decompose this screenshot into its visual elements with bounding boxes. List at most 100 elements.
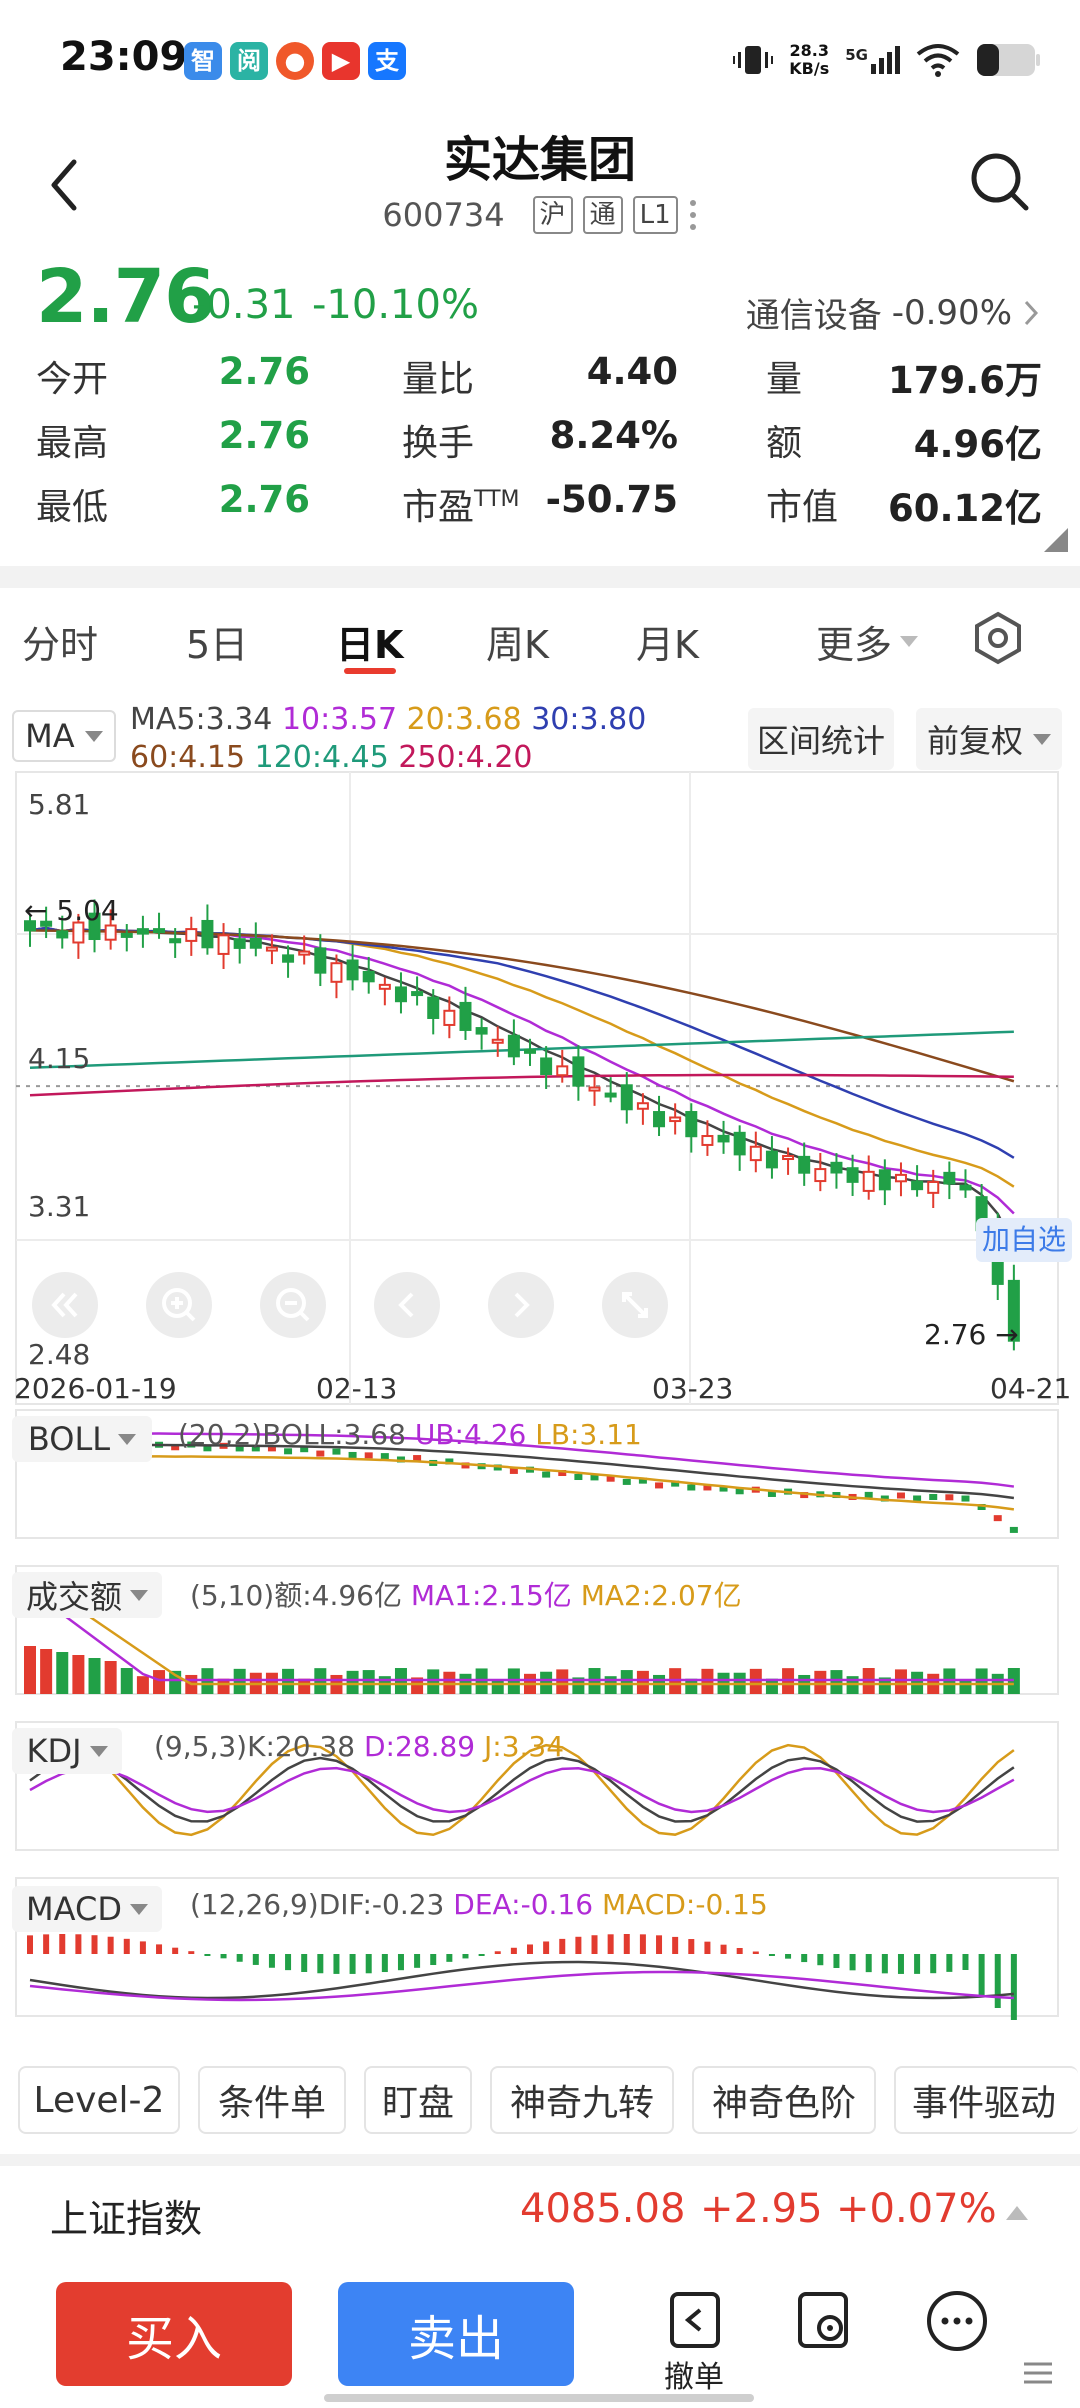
macd-bar <box>414 1954 421 1968</box>
current-price: 2.76 <box>36 254 216 340</box>
indicator-layer <box>15 1409 1059 2020</box>
candle-body <box>104 924 117 941</box>
more-dots-icon[interactable] <box>688 198 698 232</box>
feature-tab-level2[interactable]: Level-2 <box>18 2066 180 2134</box>
candle-body <box>427 996 440 1019</box>
zoom-out-button[interactable] <box>260 1272 326 1338</box>
candle-body <box>24 920 36 932</box>
stock-code-row: 600734 沪 通 L1 <box>0 196 1080 234</box>
buy-button[interactable]: 买入 <box>56 2282 292 2386</box>
tab-monthly-k[interactable]: 月K <box>636 623 699 667</box>
kdj-j-line <box>29 1743 1015 1837</box>
boll-lower-line <box>29 1454 1015 1511</box>
candle-body <box>911 1180 924 1191</box>
list-menu-icon[interactable] <box>1020 2358 1056 2388</box>
boll-candle <box>348 1451 357 1458</box>
settings-hex-icon[interactable] <box>970 610 1026 666</box>
tag-level1: L1 <box>632 196 678 234</box>
home-indicator <box>324 2394 754 2402</box>
volume-selector[interactable]: 成交额 <box>12 1572 162 1618</box>
candle-body <box>701 1135 714 1146</box>
tab-daily-k[interactable]: 日K <box>336 623 404 667</box>
macd-bar <box>446 1954 453 1962</box>
adjust-selector[interactable]: 前复权 <box>916 708 1062 770</box>
screenshot-share-icon[interactable] <box>790 2286 860 2356</box>
volume-bar <box>153 1670 166 1694</box>
macd-bar <box>478 1954 485 1956</box>
macd-bar <box>123 1938 130 1954</box>
macd-bar <box>188 1951 195 1954</box>
add-watchlist-button[interactable]: 加自选 <box>976 1218 1072 1262</box>
volume-bar <box>56 1652 69 1694</box>
tab-5day[interactable]: 5日 <box>186 623 249 667</box>
expand-corner-icon[interactable] <box>1044 528 1068 552</box>
boll-upper-line <box>29 1431 1015 1488</box>
feature-tab-watch[interactable]: 盯盘 <box>364 2066 472 2134</box>
kdj-k-line <box>29 1756 1015 1823</box>
macd-bar <box>75 1934 82 1954</box>
feature-tab-event-driven[interactable]: 事件驱动 <box>894 2066 1078 2134</box>
index-bar[interactable] <box>0 2166 1080 2276</box>
price-axis-mid: 4.15 <box>28 1042 91 1075</box>
feature-tab-magic-nine[interactable]: 神奇九转 <box>490 2066 674 2134</box>
macd-bar <box>897 1954 904 1974</box>
macd-bar <box>510 1947 517 1954</box>
boll-candle <box>445 1458 454 1465</box>
tab-weekly-k[interactable]: 周K <box>486 623 549 667</box>
volume-bar <box>298 1678 311 1694</box>
chevron-up-icon[interactable] <box>1006 2204 1028 2220</box>
scroll-left-button[interactable] <box>374 1272 440 1338</box>
macd-bar <box>962 1954 969 1970</box>
candle-body <box>1007 1279 1020 1342</box>
double-chevron-left-icon <box>51 1292 78 1318</box>
tab-more[interactable]: 更多 <box>816 614 919 669</box>
boll-candle <box>1009 1526 1018 1533</box>
scroll-right-button[interactable] <box>488 1272 554 1338</box>
feature-tab-condition-order[interactable]: 条件单 <box>198 2066 346 2134</box>
boll-candle <box>396 1456 405 1463</box>
boll-candle <box>703 1484 712 1491</box>
macd-selector[interactable]: MACD <box>12 1886 162 1932</box>
ma-selector[interactable]: MA <box>12 710 116 762</box>
feature-tab-magic-color[interactable]: 神奇色阶 <box>692 2066 876 2134</box>
candle-body <box>169 938 182 944</box>
quote-value-turnover: 8.24% <box>549 414 678 457</box>
volume-bar <box>959 1679 972 1694</box>
candle-body <box>846 1167 859 1183</box>
macd-bar <box>462 1954 469 1959</box>
kline-chart[interactable] <box>0 690 1080 2040</box>
candle-body <box>636 1102 649 1110</box>
date-label-2: 02-13 <box>316 1372 398 1405</box>
scroll-left-fast-button[interactable] <box>32 1272 98 1338</box>
volume-values: (5,10)额:4.96亿 MA1:2.15亿 MA2:2.07亿 <box>190 1579 742 1612</box>
fullscreen-button[interactable] <box>602 1272 668 1338</box>
candle-body <box>862 1170 875 1192</box>
zoom-in-button[interactable] <box>146 1272 212 1338</box>
candle-body <box>56 930 69 939</box>
candle-body <box>507 1034 520 1058</box>
boll-selector[interactable]: BOLL <box>12 1416 152 1462</box>
candle-body <box>282 954 295 963</box>
chevron-right-icon <box>1024 300 1039 325</box>
macd-bar <box>252 1954 259 1965</box>
boll-candle <box>993 1515 1002 1522</box>
cancel-order-label[interactable]: 撤单 <box>664 2360 724 2395</box>
interval-stats-button[interactable]: 区间统计 <box>748 708 894 770</box>
cancel-order-icon[interactable] <box>660 2286 730 2356</box>
kdj-d-line <box>29 1766 1015 1814</box>
sell-button[interactable]: 卖出 <box>338 2282 574 2386</box>
back-icon[interactable] <box>40 150 90 220</box>
volume-bar <box>701 1668 714 1694</box>
tab-intraday[interactable]: 分时 <box>22 623 99 667</box>
candle-body <box>604 1092 617 1098</box>
search-icon[interactable] <box>968 150 1032 214</box>
candle-body <box>394 986 407 1003</box>
price-axis-top: 5.81 <box>28 788 91 821</box>
more-menu-icon[interactable] <box>922 2286 992 2356</box>
volume-bar <box>814 1670 827 1694</box>
quote-label-amount: 额 <box>766 423 803 464</box>
kdj-selector[interactable]: KDJ <box>12 1728 122 1774</box>
boll-candle <box>606 1475 615 1482</box>
candle-body <box>540 1057 553 1076</box>
sector-link[interactable]: 通信设备 -0.90% <box>746 288 1040 337</box>
